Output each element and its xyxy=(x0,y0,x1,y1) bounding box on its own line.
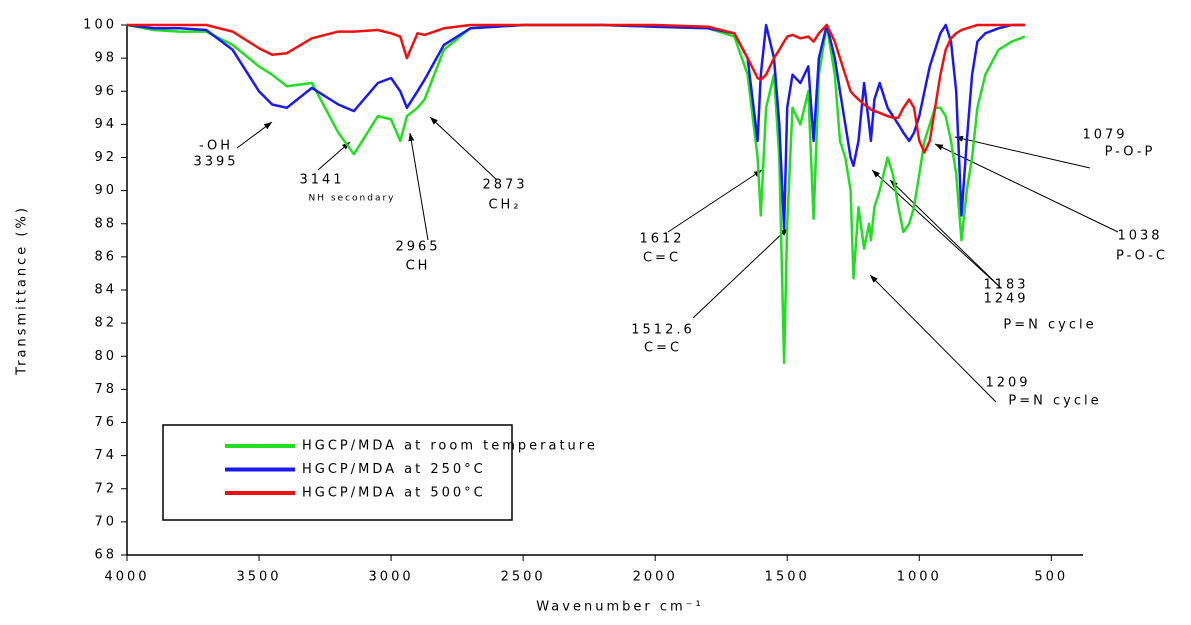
y-tick-label: 84 xyxy=(94,283,117,298)
x-tick-label: 1500 xyxy=(765,570,810,585)
y-tick-label: 70 xyxy=(94,514,117,529)
annotation: 1079 xyxy=(1082,128,1127,143)
annotation: P-O-C xyxy=(1116,249,1168,264)
annotation: CH xyxy=(406,259,431,274)
y-tick-label: 72 xyxy=(94,481,117,496)
annotation: C=C xyxy=(644,341,682,356)
annotation: P=N cycle xyxy=(1008,394,1101,409)
annotation: 1512.6 xyxy=(631,323,695,338)
series-line xyxy=(127,23,1025,154)
x-tick-label: 2500 xyxy=(501,570,546,585)
annotation: CH₂ xyxy=(488,198,521,213)
x-tick-label: 500 xyxy=(1034,570,1068,585)
legend-box xyxy=(162,424,513,521)
annotation-arrows xyxy=(236,116,1119,403)
legend-label: HGCP/MDA at 500°C xyxy=(302,486,486,501)
annotation: 2873 xyxy=(482,178,527,193)
y-tick-label: 98 xyxy=(94,51,117,66)
annotation: 2965 xyxy=(395,240,440,255)
y-tick-label: 90 xyxy=(94,183,117,198)
annotation: -OH xyxy=(199,139,233,154)
annotation: 1612 xyxy=(639,232,684,247)
annotation: 1249 xyxy=(983,292,1028,307)
series-line xyxy=(126,23,1025,230)
y-tick-label: 68 xyxy=(94,548,117,563)
annotation: 1209 xyxy=(985,376,1030,391)
y-tick-label: 82 xyxy=(94,316,117,331)
annotation: NH secondary xyxy=(309,194,396,204)
annotation: 3395 xyxy=(193,155,238,170)
annotation: 1183 xyxy=(983,278,1028,293)
x-axis-title: Wavenumber cm⁻¹ xyxy=(536,600,703,615)
x-tick-label: 2000 xyxy=(633,570,678,585)
x-tick-label: 1000 xyxy=(897,570,942,585)
annotation: P-O-P xyxy=(1105,145,1156,160)
y-tick-label: 100 xyxy=(83,18,117,33)
x-tick-label: 3000 xyxy=(369,570,414,585)
legend-label: HGCP/MDA at room temperature xyxy=(302,439,598,454)
y-tick-label: 78 xyxy=(94,382,117,397)
annotation: P=N cycle xyxy=(1003,318,1096,333)
y-tick-label: 76 xyxy=(94,415,117,430)
annotation: C=C xyxy=(643,251,681,266)
y-tick-label: 86 xyxy=(94,249,117,264)
y-tick-label: 88 xyxy=(94,216,117,231)
x-tick-label: 3500 xyxy=(236,570,281,585)
annotation: 3141 xyxy=(299,173,344,188)
legend-label: HGCP/MDA at 250°C xyxy=(302,462,486,477)
y-axis-title: Transmittance (%) xyxy=(15,205,30,376)
y-tick-label: 94 xyxy=(94,117,117,132)
annotation: 1038 xyxy=(1117,229,1162,244)
y-tick-label: 92 xyxy=(94,150,117,165)
x-tick-label: 4000 xyxy=(104,570,149,585)
y-tick-label: 96 xyxy=(94,84,117,99)
series-line xyxy=(126,23,1026,365)
y-tick-label: 74 xyxy=(94,448,117,463)
y-tick-label: 80 xyxy=(94,349,117,364)
